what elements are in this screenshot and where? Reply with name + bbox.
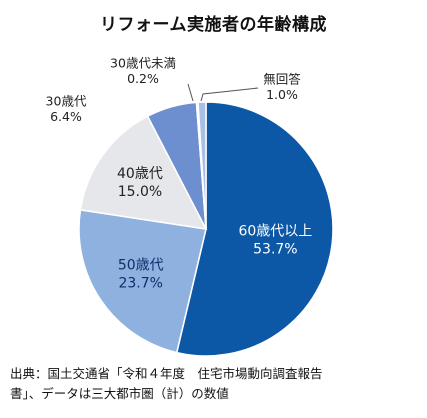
slice-0-value-label: 53.7%: [253, 241, 297, 257]
slice-3-value-label: 6.4%: [50, 109, 82, 124]
source-line-1: 出典：国土交通省「令和４年度 住宅市場動向調査報告: [10, 366, 323, 381]
slice-0-name-label: 60歳代以上: [238, 223, 312, 239]
source-note: 出典：国土交通省「令和４年度 住宅市場動向調査報告 書」、データは三大都市圏（計…: [10, 364, 420, 404]
slice-5-value-label: 1.0%: [266, 87, 298, 102]
slice-4-leader-line: [187, 83, 194, 102]
slice-5-name-label: 無回答: [263, 72, 301, 87]
slice-5: [197, 101, 207, 230]
slice-4-value-label: 0.2%: [127, 71, 159, 86]
slice-1-value-label: 23.7%: [118, 275, 162, 291]
pie-slices: [78, 101, 334, 357]
slice-5-leader-line: [200, 87, 259, 102]
leader-lines: [187, 83, 259, 102]
source-line-2: 書」、データは三大都市圏（計）の数値: [10, 386, 229, 401]
chart-title: リフォーム実施者の年齢構成: [100, 15, 327, 35]
slice-1-name-label: 50歳代: [118, 257, 164, 273]
slice-3-name-label: 30歳代: [46, 94, 87, 109]
slice-2: [79, 115, 208, 230]
slice-0: [175, 101, 334, 357]
slice-4-name-label: 30歳代未満: [110, 56, 176, 71]
slice-1: [78, 209, 207, 354]
slice-2-value-label: 15.0%: [118, 184, 162, 200]
slice-2-name-label: 40歳代: [117, 166, 163, 182]
